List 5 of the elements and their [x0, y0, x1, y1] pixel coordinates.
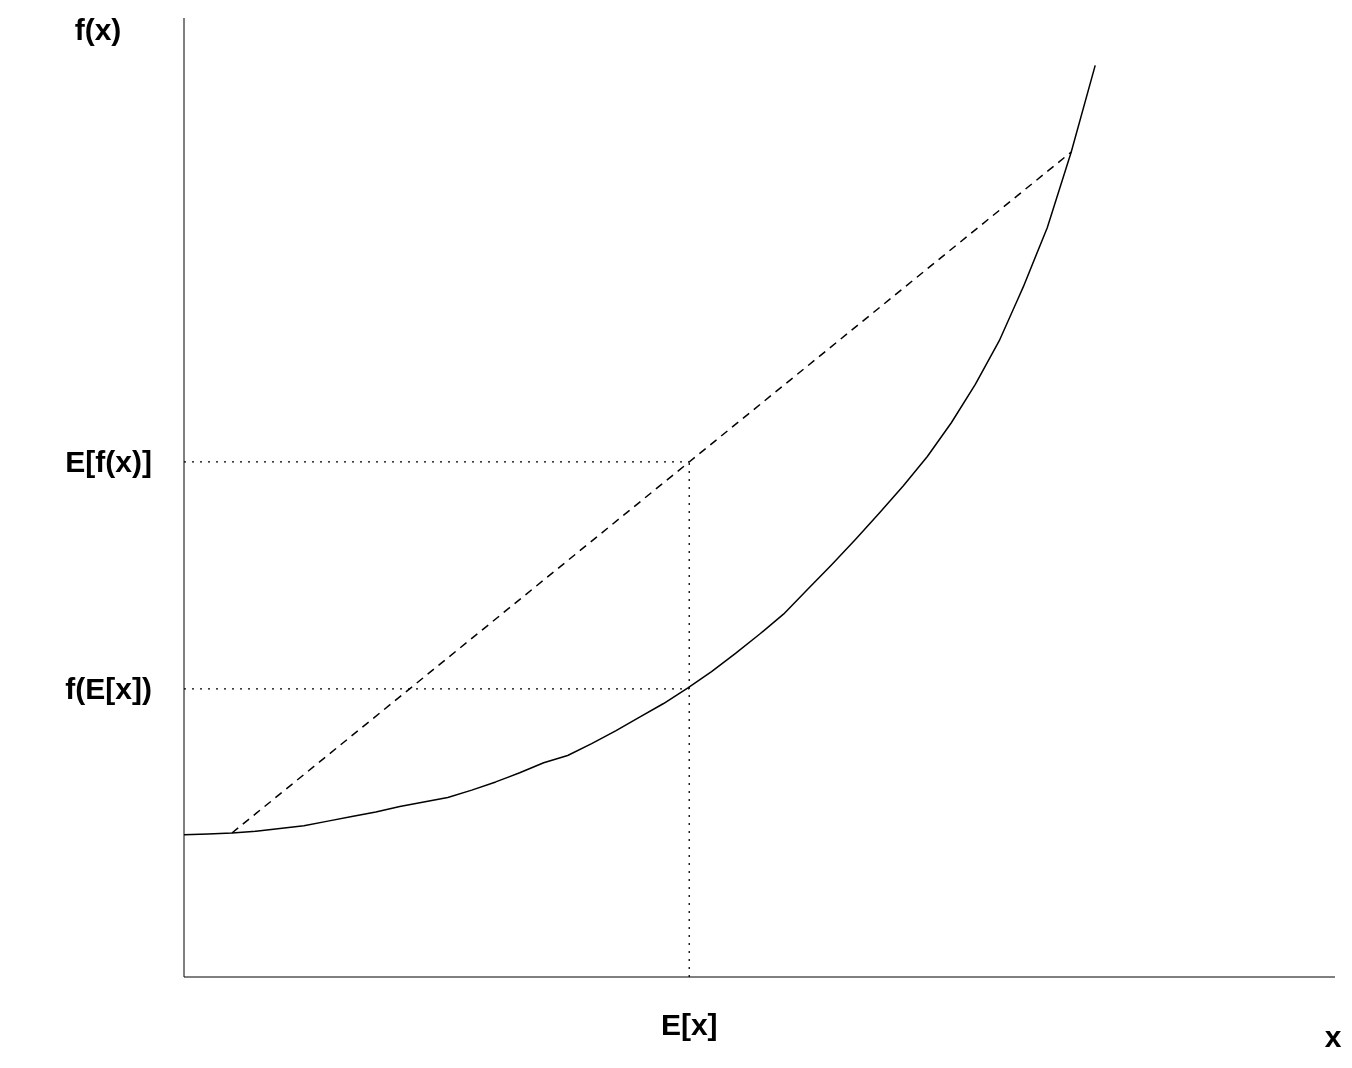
y-axis-title: f(x) — [74, 13, 122, 46]
ref-line-label: f(E[x]) — [65, 671, 152, 705]
x-axis-title: x — [1324, 1020, 1342, 1053]
text: E[x] — [660, 1008, 718, 1041]
ref-line-label: E[f(x)] — [65, 444, 152, 478]
